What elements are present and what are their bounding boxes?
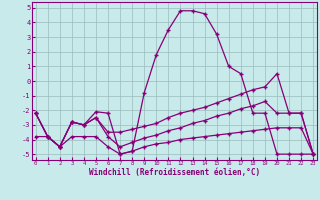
X-axis label: Windchill (Refroidissement éolien,°C): Windchill (Refroidissement éolien,°C) xyxy=(89,168,260,177)
